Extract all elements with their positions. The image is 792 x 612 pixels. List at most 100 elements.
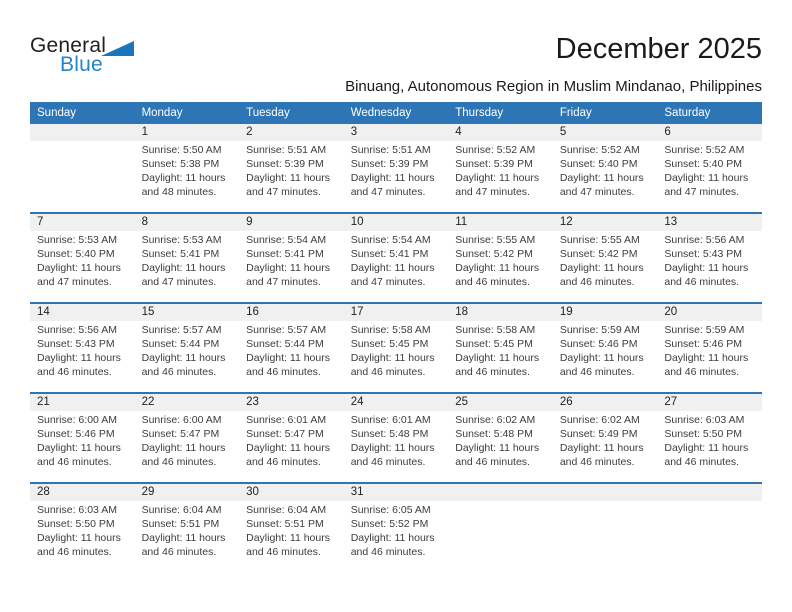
sunset-text: Sunset: 5:49 PM (559, 427, 638, 440)
weekday-header-tuesday: Tuesday (246, 106, 290, 119)
day-details: Sunrise: 5:56 AM Sunset: 5:43 PM Daylight:… (657, 231, 762, 302)
sunrise-text: Sunrise: 5:53 AM (37, 233, 117, 246)
day-number: 1 (141, 126, 148, 139)
sunrise-text: Sunrise: 5:57 AM (141, 323, 222, 336)
daylight-text: Daylight: 11 hours and 47 minutes. (455, 171, 540, 198)
sunset-text: Sunset: 5:46 PM (37, 427, 115, 440)
sunset-text: Sunset: 5:42 PM (559, 247, 638, 260)
day-details: Sunrise: 5:51 AM Sunset: 5:39 PM Daylight:… (239, 141, 344, 212)
sunrise-text: Sunrise: 5:51 AM (246, 143, 327, 156)
day-details: Sunrise: 6:04 AM Sunset: 5:51 PM Daylight:… (135, 501, 240, 572)
day-number: 9 (246, 216, 253, 229)
day-details: Sunrise: 5:55 AM Sunset: 5:42 PM Daylight:… (553, 231, 658, 302)
weekday-header-sunday: Sunday (37, 106, 77, 119)
day-details-row: Sunrise: 6:03 AM Sunset: 5:50 PM Daylight:… (30, 501, 762, 572)
sunset-text: Sunset: 5:45 PM (350, 337, 429, 350)
day-number: 8 (141, 216, 148, 229)
sunrise-text: Sunrise: 5:50 AM (141, 143, 222, 156)
sunset-text: Sunset: 5:47 PM (246, 427, 324, 440)
daylight-text: Daylight: 11 hours and 46 minutes. (37, 351, 121, 378)
day-number: 19 (559, 306, 573, 319)
daylight-text: Daylight: 11 hours and 47 minutes. (246, 261, 330, 288)
day-details: Sunrise: 6:03 AM Sunset: 5:50 PM Daylight:… (30, 501, 135, 572)
day-number: 7 (37, 216, 44, 229)
sunrise-text: Sunrise: 5:59 AM (664, 323, 745, 336)
sunrise-text: Sunrise: 5:59 AM (559, 323, 640, 336)
day-number: 5 (559, 126, 567, 139)
daylight-text: Daylight: 11 hours and 47 minutes. (350, 171, 435, 198)
empty-day-details (657, 501, 762, 572)
day-details: Sunrise: 5:57 AM Sunset: 5:44 PM Daylight:… (239, 321, 344, 392)
daylight-text: Daylight: 11 hours and 46 minutes. (559, 441, 644, 468)
weekday-header-friday: Friday (559, 106, 592, 119)
sunset-text: Sunset: 5:46 PM (664, 337, 743, 350)
week-row: 28 29 30 31 Sunrise: 6:03 AM Sunset: 5:50 PM D… (30, 481, 762, 572)
sunset-text: Sunset: 5:50 PM (37, 517, 115, 530)
day-number: 10 (350, 216, 364, 229)
daylight-text: Daylight: 11 hours and 46 minutes. (246, 441, 330, 468)
day-details: Sunrise: 6:00 AM Sunset: 5:46 PM Daylight:… (30, 411, 135, 482)
logo-text-general: General (30, 34, 107, 57)
daylight-text: Daylight: 11 hours and 46 minutes. (455, 261, 540, 288)
day-number: 4 (455, 126, 462, 139)
day-details: Sunrise: 6:01 AM Sunset: 5:48 PM Daylight:… (344, 411, 449, 482)
sunset-text: Sunset: 5:47 PM (141, 427, 220, 440)
sunset-text: Sunset: 5:50 PM (664, 427, 743, 440)
day-details: Sunrise: 6:01 AM Sunset: 5:47 PM Daylight:… (239, 411, 344, 482)
day-details: Sunrise: 5:56 AM Sunset: 5:43 PM Daylight:… (30, 321, 135, 392)
week-row: 7 8 9 10 11 12 13 Sunrise: 5:53 AM Sunset: 5:40 … (30, 211, 762, 302)
daylight-text: Daylight: 11 hours and 46 minutes. (37, 531, 121, 558)
page-header: General Blue December 2025 Binuang, Auto… (0, 0, 792, 95)
day-number: 13 (664, 216, 678, 229)
empty-day-details (30, 141, 135, 212)
daylight-text: Daylight: 11 hours and 46 minutes. (664, 441, 749, 468)
day-details-row: Sunrise: 6:00 AM Sunset: 5:46 PM Daylight:… (30, 411, 762, 482)
sunrise-text: Sunrise: 5:55 AM (559, 233, 640, 246)
sunrise-text: Sunrise: 6:02 AM (559, 413, 640, 426)
sunrise-text: Sunrise: 6:01 AM (350, 413, 431, 426)
sunrise-text: Sunrise: 6:00 AM (141, 413, 222, 426)
sunset-text: Sunset: 5:39 PM (246, 157, 324, 170)
logo-triangle-icon (101, 40, 135, 62)
day-details: Sunrise: 5:55 AM Sunset: 5:42 PM Daylight:… (448, 231, 553, 302)
weekday-header-wednesday: Wednesday (350, 106, 412, 119)
sunset-text: Sunset: 5:51 PM (246, 517, 324, 530)
day-details: Sunrise: 6:04 AM Sunset: 5:51 PM Daylight:… (239, 501, 344, 572)
day-details: Sunrise: 5:53 AM Sunset: 5:40 PM Daylight:… (30, 231, 135, 302)
sunrise-text: Sunrise: 5:51 AM (350, 143, 431, 156)
sunset-text: Sunset: 5:39 PM (455, 157, 533, 170)
daylight-text: Daylight: 11 hours and 46 minutes. (350, 351, 435, 378)
daylight-text: Daylight: 11 hours and 46 minutes. (455, 441, 540, 468)
sunset-text: Sunset: 5:43 PM (664, 247, 743, 260)
sunrise-text: Sunrise: 6:04 AM (246, 503, 327, 516)
daylight-text: Daylight: 11 hours and 46 minutes. (141, 531, 226, 558)
sunrise-text: Sunrise: 5:57 AM (246, 323, 327, 336)
day-details: Sunrise: 5:59 AM Sunset: 5:46 PM Daylight:… (553, 321, 658, 392)
title-block: December 2025 Binuang, Autonomous Region… (150, 33, 762, 95)
sunrise-text: Sunrise: 6:02 AM (455, 413, 536, 426)
sunrise-text: Sunrise: 6:03 AM (664, 413, 745, 426)
day-number: 21 (37, 396, 50, 409)
day-number: 20 (664, 306, 678, 319)
day-details: Sunrise: 5:51 AM Sunset: 5:39 PM Daylight:… (344, 141, 449, 212)
day-number: 12 (559, 216, 573, 229)
daylight-text: Daylight: 11 hours and 46 minutes. (37, 441, 121, 468)
sunset-text: Sunset: 5:44 PM (246, 337, 324, 350)
weekday-header-saturday: Saturday (664, 106, 711, 119)
day-number: 15 (141, 306, 155, 319)
sunset-text: Sunset: 5:46 PM (559, 337, 638, 350)
day-number: 24 (350, 396, 364, 409)
sunrise-text: Sunrise: 5:54 AM (350, 233, 431, 246)
daylight-text: Daylight: 11 hours and 47 minutes. (246, 171, 330, 198)
sunset-text: Sunset: 5:51 PM (141, 517, 220, 530)
daylight-text: Daylight: 11 hours and 46 minutes. (141, 441, 226, 468)
calendar-weeks: 1 2 3 4 5 6 Sunrise: 5:50 AM Sunset: 5:38 PM Day… (30, 123, 762, 572)
empty-day-details (553, 501, 658, 572)
day-number: 30 (246, 486, 259, 499)
day-number: 28 (37, 486, 50, 499)
day-details: Sunrise: 5:54 AM Sunset: 5:41 PM Daylight:… (344, 231, 449, 302)
sunset-text: Sunset: 5:40 PM (559, 157, 638, 170)
day-details: Sunrise: 5:58 AM Sunset: 5:45 PM Daylight:… (344, 321, 449, 392)
page-subtitle: Binuang, Autonomous Region in Muslim Min… (345, 77, 762, 95)
weekday-header-thursday: Thursday (455, 106, 504, 119)
